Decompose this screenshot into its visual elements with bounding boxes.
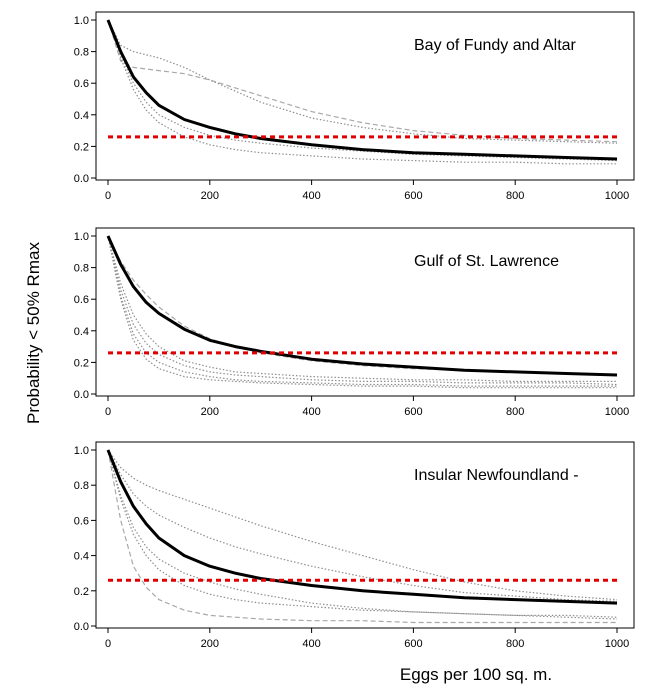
x-tick-label: 1000 [605, 190, 629, 202]
y-tick-label: 0.8 [74, 480, 89, 492]
x-tick-label: 200 [201, 638, 219, 650]
dotted-curve [107, 19, 618, 162]
dashed-curve [107, 449, 617, 624]
y-tick-label: 1.0 [74, 231, 89, 243]
x-tick-label: 0 [105, 190, 111, 202]
y-tick-label: 0.0 [74, 389, 89, 401]
main-curve [106, 235, 618, 377]
y-tick-label: 0.6 [74, 515, 89, 527]
y-tick-label: 0.4 [74, 326, 89, 338]
plot-frame [95, 227, 635, 397]
panel-1: 0.0 0.2 0.4 0.6 0.8 1.0 0 200 400 600 800 1000 Bay o… [74, 11, 635, 202]
x-tick-label: 0 [105, 406, 111, 418]
x-axis-title: Eggs per 100 sq. m. [400, 665, 552, 684]
x-tick-label: 600 [404, 638, 422, 650]
plot-frame [95, 11, 635, 181]
x-tick-label: 400 [302, 638, 320, 650]
dotted-curve [107, 449, 618, 602]
y-tick-label: 0.6 [74, 294, 89, 306]
dotted-curve [107, 19, 618, 144]
x-tick-label: 400 [302, 406, 320, 418]
x-tick-label: 200 [201, 406, 219, 418]
dotted-curve [107, 449, 618, 618]
x-tick-label: 0 [105, 638, 111, 650]
dotted-curve [107, 449, 618, 620]
panel-3: 0.0 0.2 0.4 0.6 0.8 1.0 0 200 400 600 800 1000 Insul… [74, 441, 635, 650]
x-tick-label: 600 [404, 190, 422, 202]
y-tick-label: 0.4 [74, 110, 89, 122]
dotted-curve [107, 235, 618, 386]
y-tick-label: 1.0 [74, 15, 89, 27]
y-tick-label: 1.0 [74, 445, 89, 457]
x-tick-label: 800 [506, 638, 524, 650]
x-tick-label: 800 [506, 406, 524, 418]
panel-title: Insular Newfoundland - [414, 467, 579, 484]
x-tick-label: 1000 [605, 638, 629, 650]
y-tick-label: 0.0 [74, 173, 89, 185]
y-tick-label: 0.4 [74, 551, 89, 563]
plot-frame [95, 441, 635, 629]
panel-title: Bay of Fundy and Altar [414, 37, 577, 54]
dotted-curve [107, 449, 618, 601]
dotted-curve [107, 235, 617, 382]
x-tick-label: 400 [302, 190, 320, 202]
y-tick-label: 0.8 [74, 263, 89, 275]
y-axis-title: Probability < 50% Rmax [24, 242, 43, 424]
y-tick-label: 0.0 [74, 621, 89, 633]
dotted-curve [107, 235, 617, 387]
x-tick-label: 600 [404, 406, 422, 418]
x-tick-label: 200 [201, 190, 219, 202]
y-tick-label: 0.2 [74, 586, 89, 598]
dotted-curve [107, 19, 617, 165]
y-tick-label: 0.6 [74, 78, 89, 90]
x-tick-label: 800 [506, 190, 524, 202]
y-tick-label: 0.2 [74, 141, 89, 153]
panel-title: Gulf of St. Lawrence [414, 253, 559, 270]
x-tick-label: 1000 [605, 406, 629, 418]
panel-2: 0.0 0.2 0.4 0.6 0.8 1.0 0 200 400 600 800 1000 Gulf … [74, 227, 635, 418]
main-curve [106, 449, 618, 605]
y-tick-label: 0.8 [74, 47, 89, 59]
y-tick-label: 0.2 [74, 357, 89, 369]
